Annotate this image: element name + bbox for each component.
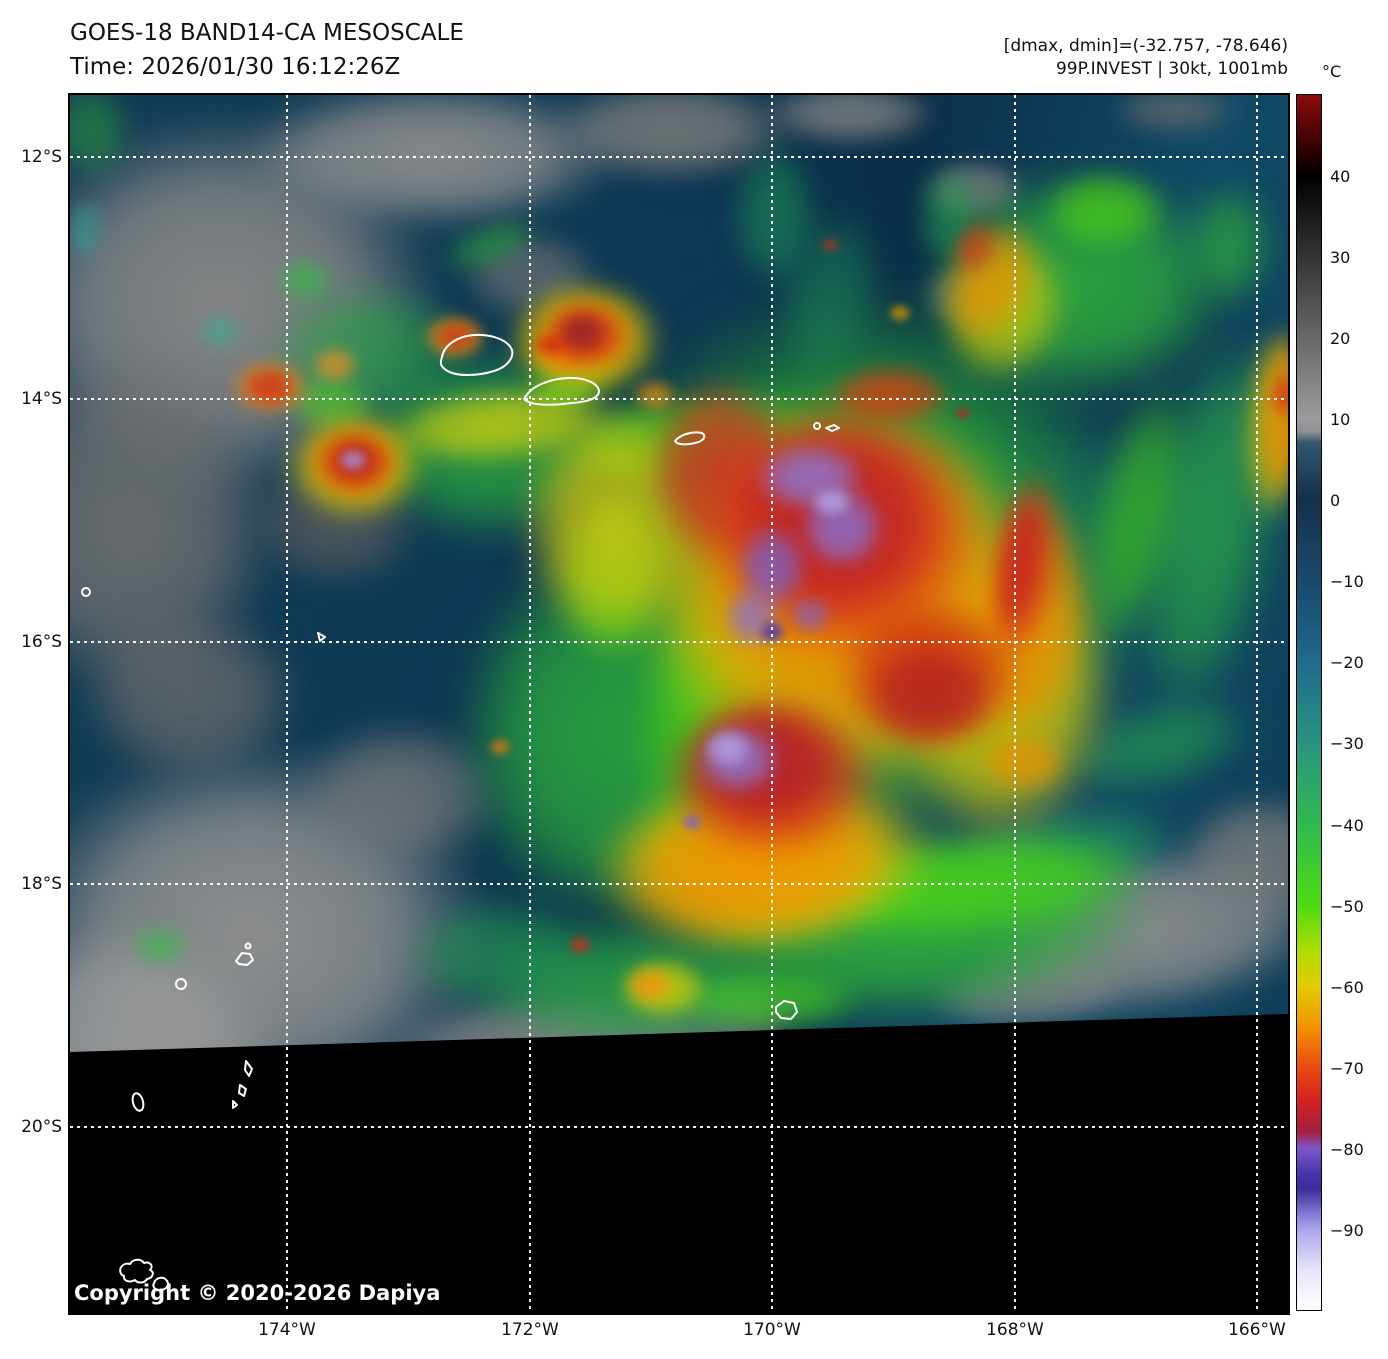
cloud-blob [263,250,347,310]
coastline-islet [131,1092,145,1112]
coastline-upolu [523,376,600,406]
longitude-gridline [1014,95,1016,1313]
colorbar-tick: −40 [1330,816,1364,835]
coastline-islet [825,424,840,432]
cloud-blob [840,625,1020,765]
longitude-gridline [1256,95,1258,1313]
cloud-blob [332,444,374,476]
gridline-layer [70,95,1288,1313]
longitude-gridline [529,95,531,1313]
coastline-vavau [232,1100,238,1109]
coastline-niue [775,1000,798,1020]
colorbar-tick: −70 [1330,1059,1364,1078]
colorbar-tick: −30 [1330,734,1364,753]
colorbar-tick: 20 [1330,329,1351,348]
longitude-gridline [286,95,288,1313]
coastline-islet [81,587,91,597]
no-data-region [70,1014,1288,1313]
colorbar-tick: −60 [1330,978,1364,997]
latitude-gridline [70,641,1288,643]
cloud-blob [548,304,616,360]
coastline-savaii [439,333,514,376]
storm-info-annotation: 99P.INVEST | 30kt, 1001mb [1055,59,1288,79]
colorbar-tick: −20 [1330,653,1364,672]
coastline-vavau [244,1060,253,1077]
coastline-niuatoputapu [235,952,254,966]
latitude-gridline [70,883,1288,885]
coastline-islet [813,422,821,430]
cloud-blob [696,721,760,775]
cloud-blob [816,235,844,255]
cloud-blob [780,589,840,641]
lon-tick-label: 170°W [743,1320,801,1340]
coastline-niuafoou [175,978,187,990]
coastline-fiji [119,1258,154,1284]
copyright-text: Copyright © 2020-2026 Dapiya [74,1281,441,1305]
cloud-blob [425,317,485,357]
satellite-imagery-layer [70,95,1288,1313]
coastline-tafahi [244,942,252,950]
colorbar-tick: 30 [1330,248,1351,267]
cloud-blob [617,960,683,1010]
lon-tick-label: 172°W [501,1320,559,1340]
coastline-fiji [152,1276,170,1291]
dmax-dmin-annotation: [dmax, dmin]=(-32.757, -78.646) [1003,36,1288,56]
cloud-blob [484,735,516,759]
cloud-blob [302,340,368,390]
map-frame: Copyright © 2020-2026 Dapiya [68,93,1290,1315]
coastline-overlay [81,333,840,1291]
cloud-blob [884,301,916,325]
cloud-blob [190,310,250,354]
colorbar-unit-label: °C [1322,62,1342,81]
colorbar-tick: −50 [1330,897,1364,916]
lon-tick-label: 166°W [1228,1320,1286,1340]
product-timestamp: Time: 2026/01/30 16:12:26Z [70,54,401,80]
cloud-blob [1267,363,1288,427]
satellite-imagery: Copyright © 2020-2026 Dapiya [70,95,1288,1313]
coastline-tutuila [674,431,706,446]
lon-tick-label: 174°W [258,1320,316,1340]
lat-tick-label: 16°S [21,632,62,652]
cloud-blob [70,185,110,275]
cloud-blob [232,360,308,414]
colorbar [1296,94,1322,1311]
cloud-blob [804,482,860,522]
coastline-islet [317,632,326,642]
colorbar-gradient [1297,95,1321,1310]
lat-tick-label: 14°S [21,389,62,409]
colorbar-tick: 10 [1330,410,1351,429]
latitude-gridline [70,398,1288,400]
colorbar-tick: 0 [1330,491,1341,510]
colorbar-tick: −10 [1330,572,1364,591]
lon-tick-label: 168°W [986,1320,1044,1340]
lat-tick-label: 20°S [21,1117,62,1137]
lat-tick-label: 18°S [21,874,62,894]
cloud-blob [951,404,975,422]
product-title: GOES-18 BAND14-CA MESOSCALE [70,20,464,46]
longitude-gridline [771,95,773,1313]
colorbar-tick: −90 [1330,1221,1364,1240]
cloud-blob [118,915,202,975]
colorbar-tick: 40 [1330,167,1351,186]
lat-tick-label: 12°S [21,147,62,167]
latitude-gridline [70,1126,1288,1128]
latitude-gridline [70,156,1288,158]
colorbar-tick: −80 [1330,1140,1364,1159]
cloud-blob [678,810,706,834]
cloud-blob [564,932,596,958]
coastline-vavau [238,1084,247,1097]
